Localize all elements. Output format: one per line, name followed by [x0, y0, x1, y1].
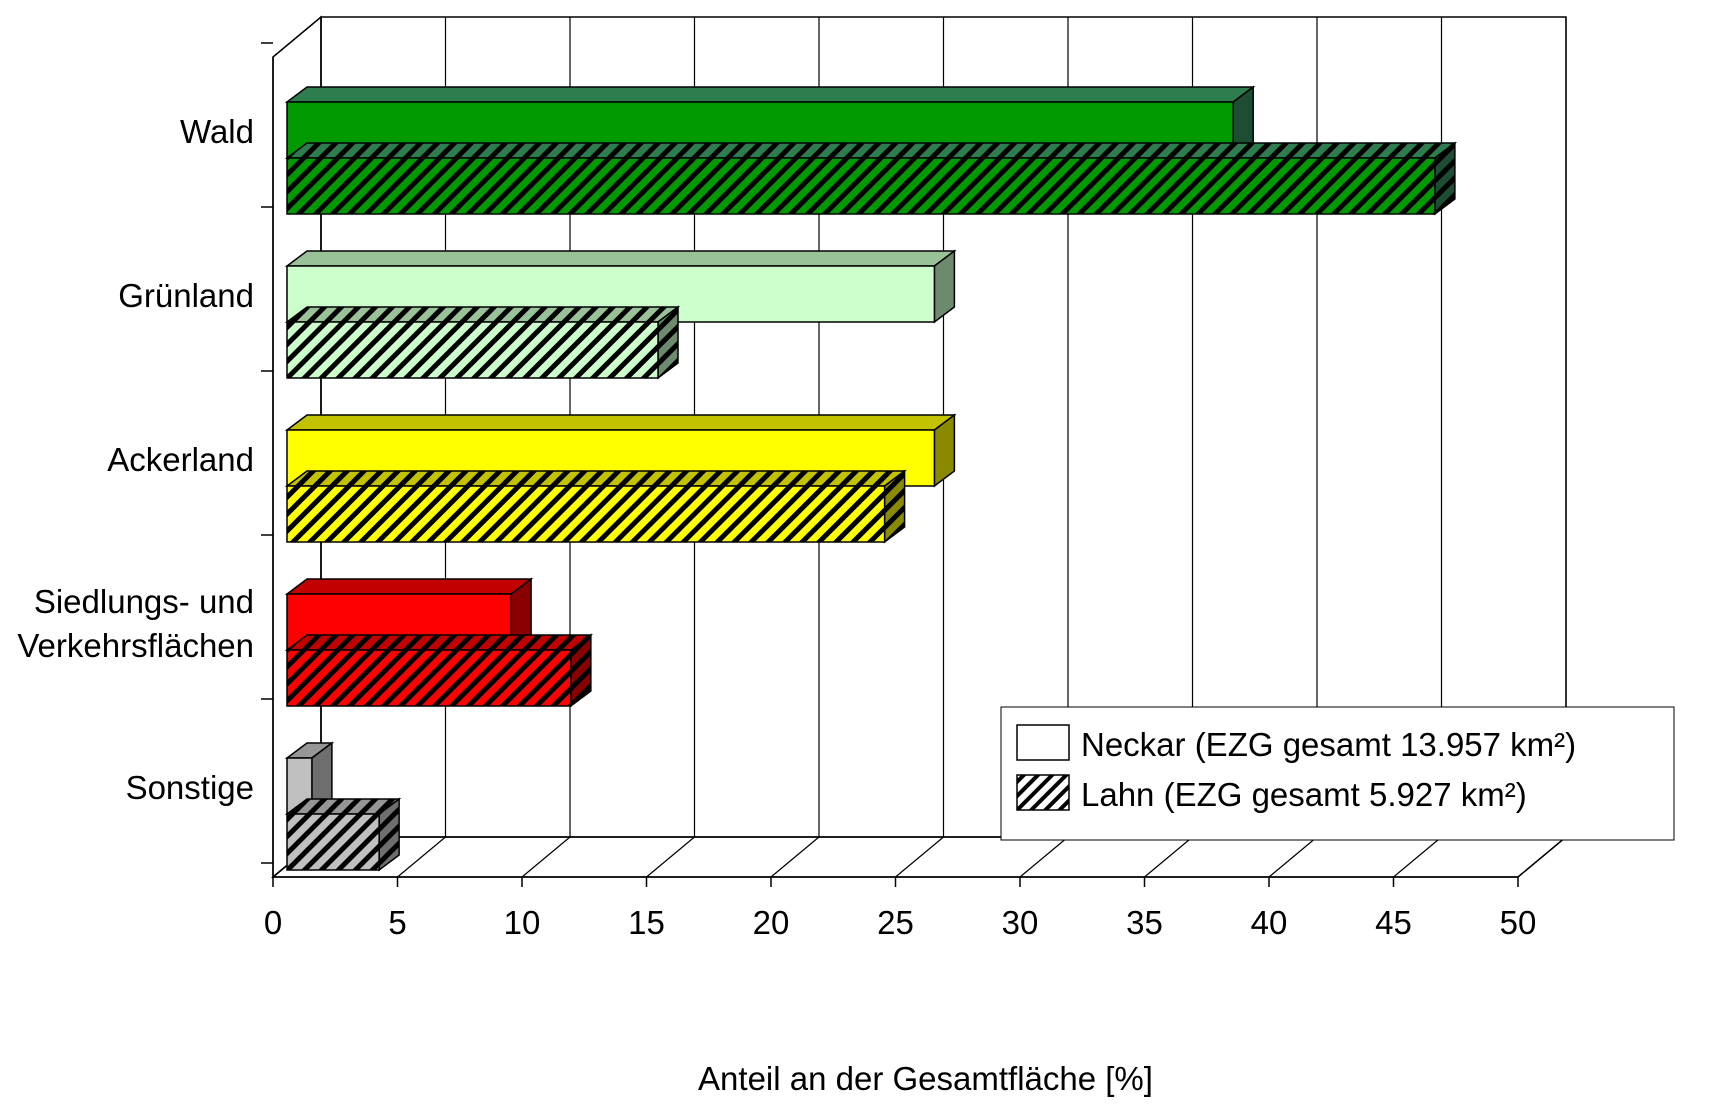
floor-line-20: [770, 836, 820, 878]
floor-line-50: [1517, 836, 1567, 878]
x-tick-label: 50: [1500, 904, 1537, 941]
bar-hatched-2: [284, 469, 907, 544]
bar-top: [284, 634, 594, 651]
legend-swatch-hatched: [1016, 774, 1070, 811]
bar-hatched-3: [284, 633, 594, 708]
floor-line-45: [1393, 836, 1442, 878]
floor-line-15: [646, 836, 695, 878]
x-tick-label: 5: [388, 904, 406, 941]
category-label: Sonstige: [126, 769, 254, 806]
floor-line-35: [1144, 836, 1193, 878]
floor-line-25: [895, 836, 944, 878]
legend: Neckar (EZG gesamt 13.957 km²) Lahn (EZG …: [1000, 706, 1675, 841]
category-label: Siedlungs- und: [34, 583, 254, 620]
bar-hatched-0: [284, 141, 1458, 216]
bar-top: [284, 470, 907, 487]
floor-line-30: [1019, 836, 1069, 878]
bar-top: [284, 250, 957, 267]
floor-line-40: [1268, 836, 1318, 878]
category-label: Grünland: [118, 277, 254, 314]
legend-entry: Neckar (EZG gesamt 13.957 km²): [1081, 726, 1576, 763]
x-tick-label: 10: [504, 904, 541, 941]
bar-top: [284, 142, 1458, 159]
x-tick-label: 0: [264, 904, 282, 941]
bar-hatched-1: [284, 305, 681, 380]
floor-line-5: [397, 836, 446, 878]
bar-hatched-4: [284, 797, 402, 872]
bar-face: [286, 813, 380, 871]
legend-box: [1000, 706, 1675, 841]
x-tick-label: 35: [1126, 904, 1163, 941]
x-tick-label: 30: [1002, 904, 1039, 941]
bar-top: [284, 414, 957, 431]
bar-face: [286, 157, 1436, 215]
bar-top: [284, 306, 681, 323]
legend-swatch-solid: [1016, 724, 1070, 761]
x-tick-label: 45: [1375, 904, 1412, 941]
x-tick-label: 20: [753, 904, 790, 941]
bar-top: [284, 86, 1256, 103]
x-tick-label: 15: [628, 904, 665, 941]
bar-top: [284, 578, 534, 595]
legend-entry: Lahn (EZG gesamt 5.927 km²): [1081, 776, 1527, 813]
x-axis-title: Anteil an der Gesamtfläche [%]: [698, 1060, 1153, 1097]
x-tick-label: 25: [877, 904, 914, 941]
bar-face: [286, 649, 572, 707]
labels: 0 5 10 15 20 25 30 35 40 45 50 Anteil an der Gesamt…: [17, 113, 1536, 1097]
axes: [261, 42, 1519, 887]
bar-face: [286, 321, 659, 379]
bars: [284, 85, 1458, 872]
x-tick-label: 40: [1251, 904, 1288, 941]
bar-face: [286, 485, 886, 543]
bar-solid-4: [284, 741, 335, 816]
category-label: Verkehrsflächen: [17, 627, 254, 664]
floor-line-10: [521, 836, 571, 878]
category-label: Ackerland: [107, 441, 254, 478]
category-label: Wald: [180, 113, 254, 150]
